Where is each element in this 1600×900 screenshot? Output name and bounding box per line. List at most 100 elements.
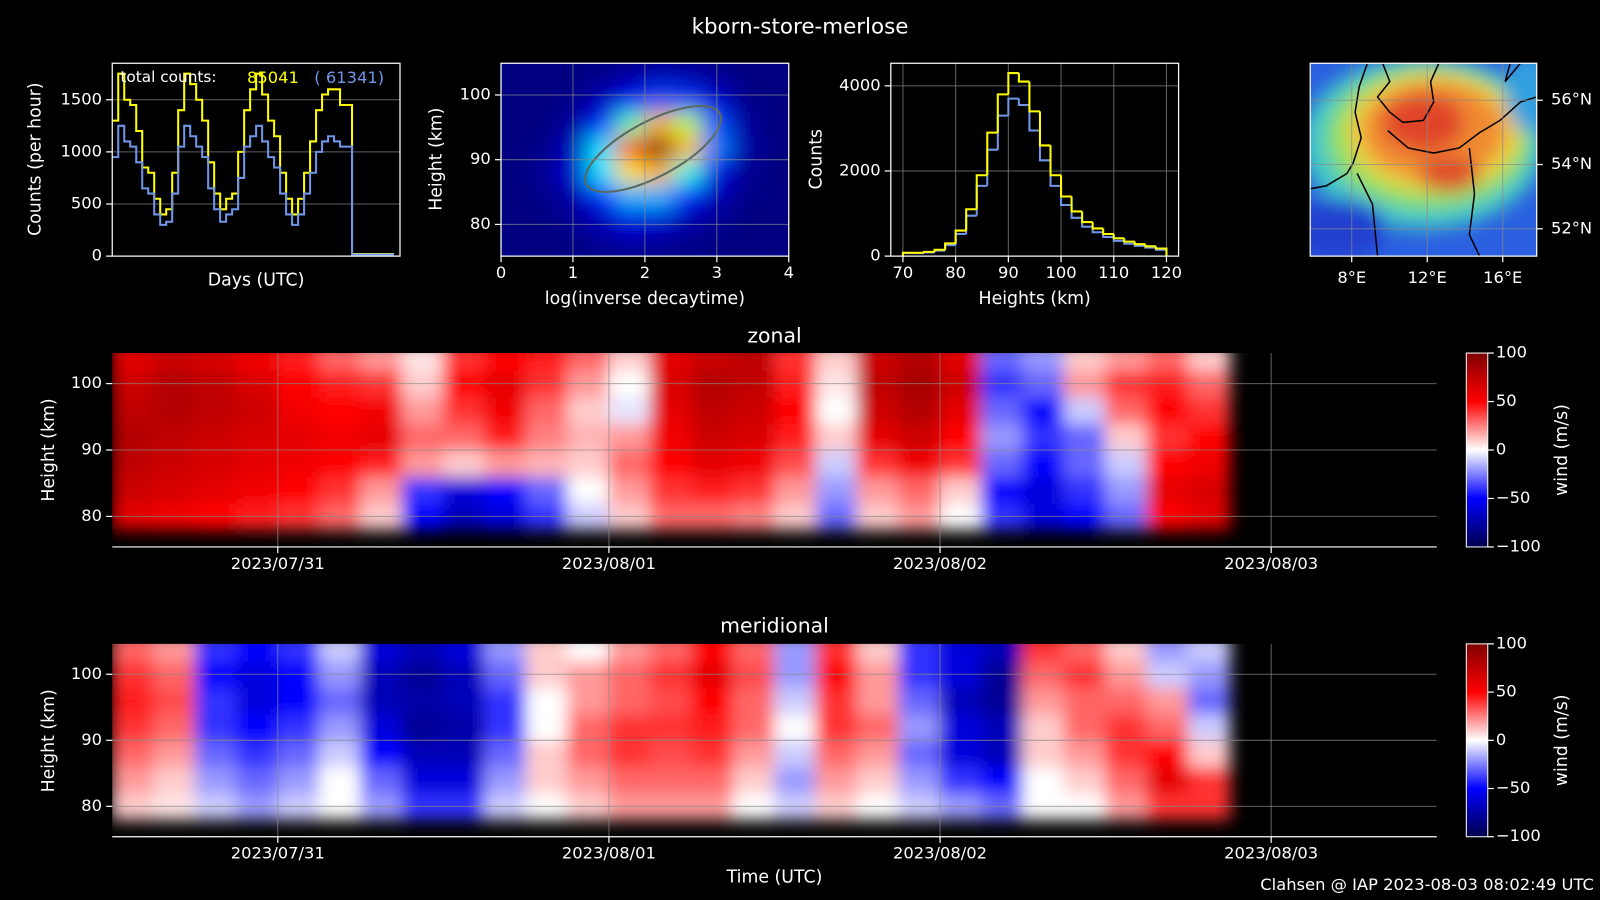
heatmap-cell: [691, 353, 734, 371]
x-tick-label: 2023/07/31: [231, 554, 325, 573]
heatmap-cell: [980, 396, 1024, 424]
y-tick-label: 90: [81, 730, 102, 749]
heatmap-cell: [1105, 713, 1148, 741]
annotation: ( 61341): [314, 68, 384, 87]
heatmap-cell: [939, 686, 982, 715]
heatmap-cell: [1105, 476, 1148, 504]
heatmap-cell: [898, 686, 941, 715]
heatmap-cell: [608, 422, 651, 451]
heatmap-cell: [586, 231, 617, 257]
heatmap-cell: [1022, 449, 1065, 478]
heatmap-cell: [691, 739, 734, 768]
heatmap-cell: [732, 713, 775, 741]
heatmap-cell: [939, 422, 982, 451]
histogram-bin: [996, 93, 1009, 133]
heatmap-cell: [501, 135, 531, 161]
heatmap-cell: [360, 739, 403, 768]
x-tick-label: 12°E: [1408, 268, 1447, 287]
x-axis-label: Days (UTC): [208, 271, 305, 291]
heatmap-cell: [615, 86, 646, 113]
heatmap-cell: [730, 135, 761, 161]
heatmap-cell: [318, 449, 362, 478]
heatmap-cell: [898, 766, 941, 794]
heatmap-cell: [856, 476, 900, 504]
heatmap-cell: [773, 713, 817, 741]
heatmap-cell: [442, 739, 486, 768]
heatmap-cell: [586, 86, 617, 113]
y-tick-label: 80: [81, 796, 102, 815]
colorbar-tick-label: 0: [1496, 730, 1506, 749]
heatmap-cell: [484, 449, 527, 478]
heatmap-image: [112, 643, 1231, 821]
heatmap-cell: [501, 110, 531, 137]
x-tick-label: 2023/08/02: [893, 554, 987, 573]
histogram-bin: [1060, 175, 1072, 198]
heatmap-cell: [586, 63, 617, 88]
heatmap-cell: [360, 449, 403, 478]
heatmap-cell: [1022, 739, 1065, 768]
plot-area: [112, 72, 400, 257]
heatmap-cell: [1063, 739, 1107, 768]
heatmap-cell: [730, 231, 761, 257]
y-tick-label: 2000: [839, 160, 881, 179]
axes-frame: [1309, 62, 1538, 257]
heatmap-cell: [856, 396, 900, 424]
heatmap-cell: [608, 396, 651, 424]
heatmap-cell: [1187, 353, 1231, 371]
heatmap-cell: [1146, 739, 1189, 768]
heatmap-cell: [525, 686, 569, 715]
heatmap-cell: [525, 422, 569, 451]
heatmap-cell: [586, 135, 617, 161]
colorbar: [1465, 643, 1489, 838]
heatmap-cell: [898, 422, 941, 451]
heatmap-cell: [673, 63, 703, 88]
histogram-bin: [1123, 238, 1135, 243]
heatmap-cell: [608, 686, 651, 715]
heatmap-cell: [691, 686, 734, 715]
heatmap-cell: [567, 353, 610, 371]
heatmap-cell: [360, 476, 403, 504]
heatmap-cell: [484, 739, 527, 768]
heatmap-cell: [567, 396, 610, 424]
heatmap-cell: [773, 476, 817, 504]
heatmap-cell: [442, 449, 486, 478]
heatmap-cell: [815, 643, 858, 662]
heatmap-cell: [898, 643, 941, 662]
heatmap-cell: [501, 183, 531, 209]
heatmap-cell: [442, 476, 486, 504]
heatmap-cell: [980, 449, 1024, 478]
heatmap-cell: [586, 183, 617, 209]
heatmap-cell: [360, 766, 403, 794]
heatmap-cell: [586, 207, 617, 233]
colorbar-tick-label: −100: [1496, 826, 1541, 845]
x-tick-label: 1: [568, 263, 578, 282]
heatmap-cell: [277, 353, 320, 371]
heatmap-cell: [484, 643, 527, 662]
heatmap-cell: [939, 643, 982, 662]
heatmap-cell: [360, 713, 403, 741]
heatmap-cell: [360, 686, 403, 715]
heatmap-cell: [567, 686, 610, 715]
colorbar-label: wind (m/s): [1552, 404, 1572, 496]
heatmap-cell: [644, 86, 675, 113]
heatmap-cell: [815, 686, 858, 715]
heatmap-cell: [235, 476, 279, 504]
heatmap-cell: [773, 353, 817, 371]
heatmap-cell: [318, 713, 362, 741]
y-tick-label: 100: [71, 373, 102, 392]
heatmap-cell: [1105, 643, 1148, 662]
map-image: [1310, 63, 1537, 257]
heatmap-cell: [112, 766, 155, 794]
heatmap-cell: [235, 353, 279, 371]
histogram-bin: [1038, 111, 1051, 147]
heatmap-cell: [644, 63, 675, 88]
heatmap-cell: [939, 713, 982, 741]
heatmap-cell: [360, 643, 403, 662]
heatmap-cell: [1063, 476, 1107, 504]
heatmap-cell: [691, 713, 734, 741]
heatmap-cell: [318, 422, 362, 451]
heatmap-cell: [112, 643, 155, 662]
heatmap-cell: [608, 766, 651, 794]
heatmap-cell: [691, 766, 734, 794]
heatmap-cell: [1105, 686, 1148, 715]
